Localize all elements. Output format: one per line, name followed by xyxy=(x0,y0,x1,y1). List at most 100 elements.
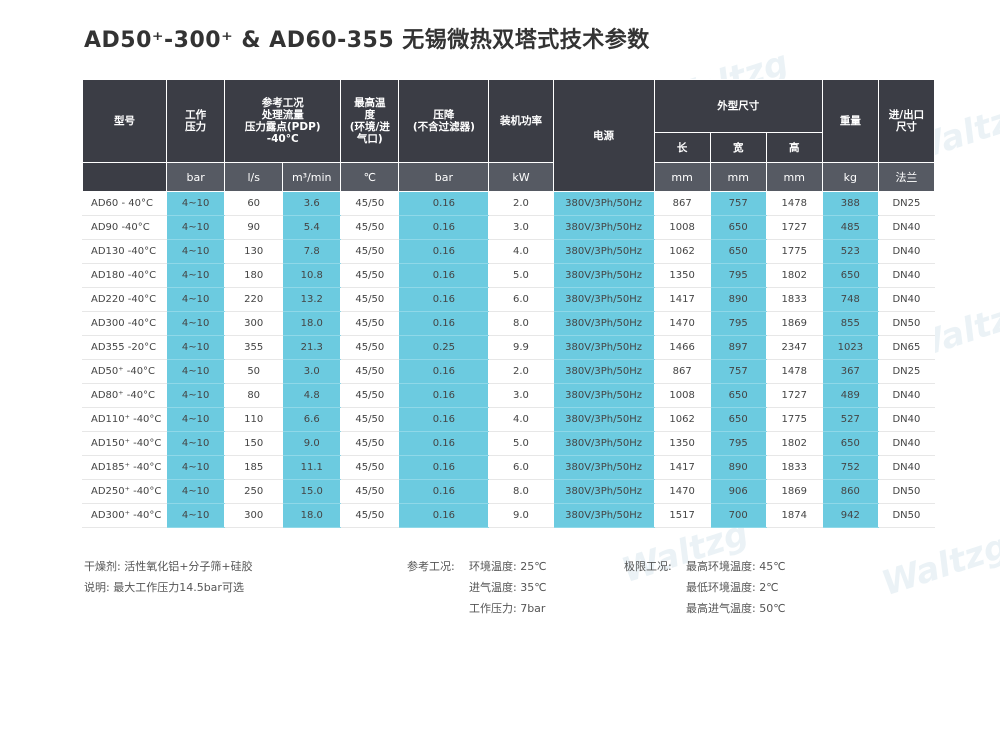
cell-flow-m3min: 10.8 xyxy=(282,263,342,288)
cell-power: 2.0 xyxy=(488,191,554,216)
cell-ports: DN40 xyxy=(877,263,936,288)
cell-max-temp: 45/50 xyxy=(340,239,400,264)
cell-power: 8.0 xyxy=(488,311,554,336)
unit-cell: bar xyxy=(166,162,226,192)
cell-width: 650 xyxy=(709,239,767,264)
cell-weight: 388 xyxy=(821,191,879,216)
limit-max-ambient: 最高环境温度: 45℃ xyxy=(686,560,786,573)
cell-flow-m3min: 15.0 xyxy=(282,479,342,504)
cell-power: 6.0 xyxy=(488,455,554,480)
cell-pressure: 4~10 xyxy=(166,359,226,384)
table-row: AD185⁺ -40°C 4~10 185 11.1 45/50 0.16 6.0 380V/… xyxy=(81,455,936,480)
cell-ports: DN40 xyxy=(877,431,936,456)
cell-max-temp: 45/50 xyxy=(340,407,400,432)
cell-weight: 748 xyxy=(821,287,879,312)
table-row: AD80⁺ -40°C 4~10 80 4.8 45/50 0.16 3.0 380V/3Ph… xyxy=(81,383,936,408)
cell-length: 1350 xyxy=(653,431,711,456)
notes-reference: 参考工况: 环境温度: 25℃ 进气温度: 35℃ 工作压力: 7bar xyxy=(407,556,547,619)
cell-pressure: 4~10 xyxy=(166,287,226,312)
header-flow: 参考工况 处理流量 压力露点(PDP) -40°C xyxy=(224,79,342,163)
cell-weight: 942 xyxy=(821,503,879,528)
cell-pressure-drop: 0.16 xyxy=(398,239,490,264)
unit-cell: m³/min xyxy=(282,162,342,192)
cell-length: 1470 xyxy=(653,479,711,504)
cell-pressure: 4~10 xyxy=(166,455,226,480)
cell-flow-m3min: 13.2 xyxy=(282,287,342,312)
header-height: 高 xyxy=(765,132,823,163)
watermark: Waltzg xyxy=(877,525,1000,605)
cell-flow-m3min: 9.0 xyxy=(282,431,342,456)
cell-ports: DN50 xyxy=(877,503,936,528)
cell-flow-m3min: 4.8 xyxy=(282,383,342,408)
cell-height: 1775 xyxy=(765,407,823,432)
page-title: AD50⁺-300⁺ & AD60-355 无锡微热双塔式技术参数 xyxy=(84,28,650,53)
cell-model: AD60 - 40°C xyxy=(81,191,168,216)
cell-supply: 380V/3Ph/50Hz xyxy=(552,407,655,432)
header-ports: 进/出口 尺寸 xyxy=(877,79,936,163)
cell-pressure: 4~10 xyxy=(166,311,226,336)
cell-pressure: 4~10 xyxy=(166,191,226,216)
cell-ports: DN50 xyxy=(877,479,936,504)
cell-power: 4.0 xyxy=(488,239,554,264)
cell-pressure: 4~10 xyxy=(166,479,226,504)
cell-weight: 367 xyxy=(821,359,879,384)
cell-model: AD50⁺ -40°C xyxy=(81,359,168,384)
cell-width: 795 xyxy=(709,263,767,288)
note-desiccant: 干燥剂: 活性氧化铝+分子筛+硅胶 xyxy=(84,560,253,573)
cell-flow-ls: 300 xyxy=(224,503,284,528)
cell-pressure: 4~10 xyxy=(166,431,226,456)
cell-length: 1417 xyxy=(653,455,711,480)
cell-pressure-drop: 0.16 xyxy=(398,431,490,456)
cell-power: 3.0 xyxy=(488,215,554,240)
cell-weight: 752 xyxy=(821,455,879,480)
cell-height: 1727 xyxy=(765,215,823,240)
cell-flow-ls: 185 xyxy=(224,455,284,480)
ref-label: 参考工况: xyxy=(407,560,455,573)
cell-weight: 855 xyxy=(821,311,879,336)
cell-pressure-drop: 0.16 xyxy=(398,407,490,432)
cell-model: AD185⁺ -40°C xyxy=(81,455,168,480)
cell-ports: DN25 xyxy=(877,191,936,216)
header-power: 装机功率 xyxy=(488,79,554,163)
cell-height: 1478 xyxy=(765,359,823,384)
cell-pressure: 4~10 xyxy=(166,383,226,408)
cell-flow-ls: 90 xyxy=(224,215,284,240)
cell-max-temp: 45/50 xyxy=(340,383,400,408)
cell-max-temp: 45/50 xyxy=(340,215,400,240)
cell-width: 897 xyxy=(709,335,767,360)
unit-cell: bar xyxy=(398,162,490,192)
table-row: AD300 -40°C 4~10 300 18.0 45/50 0.16 8.0 380V/3… xyxy=(81,311,936,336)
cell-pressure: 4~10 xyxy=(166,407,226,432)
cell-power: 5.0 xyxy=(488,263,554,288)
cell-power: 6.0 xyxy=(488,287,554,312)
table-row: AD110⁺ -40°C 4~10 110 6.6 45/50 0.16 4.0 380V/3… xyxy=(81,407,936,432)
spec-table: 型号 工作 压力 参考工况 处理流量 压力露点(PDP) -40°C 最高温 度… xyxy=(81,79,936,528)
unit-cell: ℃ xyxy=(340,162,400,192)
cell-model: AD220 -40°C xyxy=(81,287,168,312)
cell-pressure-drop: 0.16 xyxy=(398,383,490,408)
limit-min-ambient: 最低环境温度: 2℃ xyxy=(686,581,779,594)
cell-height: 1478 xyxy=(765,191,823,216)
cell-flow-ls: 130 xyxy=(224,239,284,264)
cell-length: 1417 xyxy=(653,287,711,312)
cell-length: 867 xyxy=(653,359,711,384)
cell-height: 1727 xyxy=(765,383,823,408)
cell-flow-m3min: 3.0 xyxy=(282,359,342,384)
cell-max-temp: 45/50 xyxy=(340,455,400,480)
cell-weight: 860 xyxy=(821,479,879,504)
limit-label: 极限工况: xyxy=(624,560,672,573)
cell-power: 3.0 xyxy=(488,383,554,408)
header-supply: 电源 xyxy=(552,79,655,192)
cell-flow-ls: 150 xyxy=(224,431,284,456)
header-dimensions: 外型尺寸 xyxy=(653,79,823,133)
ref-ambient: 环境温度: 25℃ xyxy=(469,560,547,573)
cell-ports: DN50 xyxy=(877,311,936,336)
cell-flow-ls: 220 xyxy=(224,287,284,312)
cell-flow-m3min: 3.6 xyxy=(282,191,342,216)
cell-pressure: 4~10 xyxy=(166,239,226,264)
cell-max-temp: 45/50 xyxy=(340,191,400,216)
cell-width: 650 xyxy=(709,215,767,240)
cell-pressure-drop: 0.16 xyxy=(398,503,490,528)
cell-model: AD300⁺ -40°C xyxy=(81,503,168,528)
cell-flow-m3min: 6.6 xyxy=(282,407,342,432)
